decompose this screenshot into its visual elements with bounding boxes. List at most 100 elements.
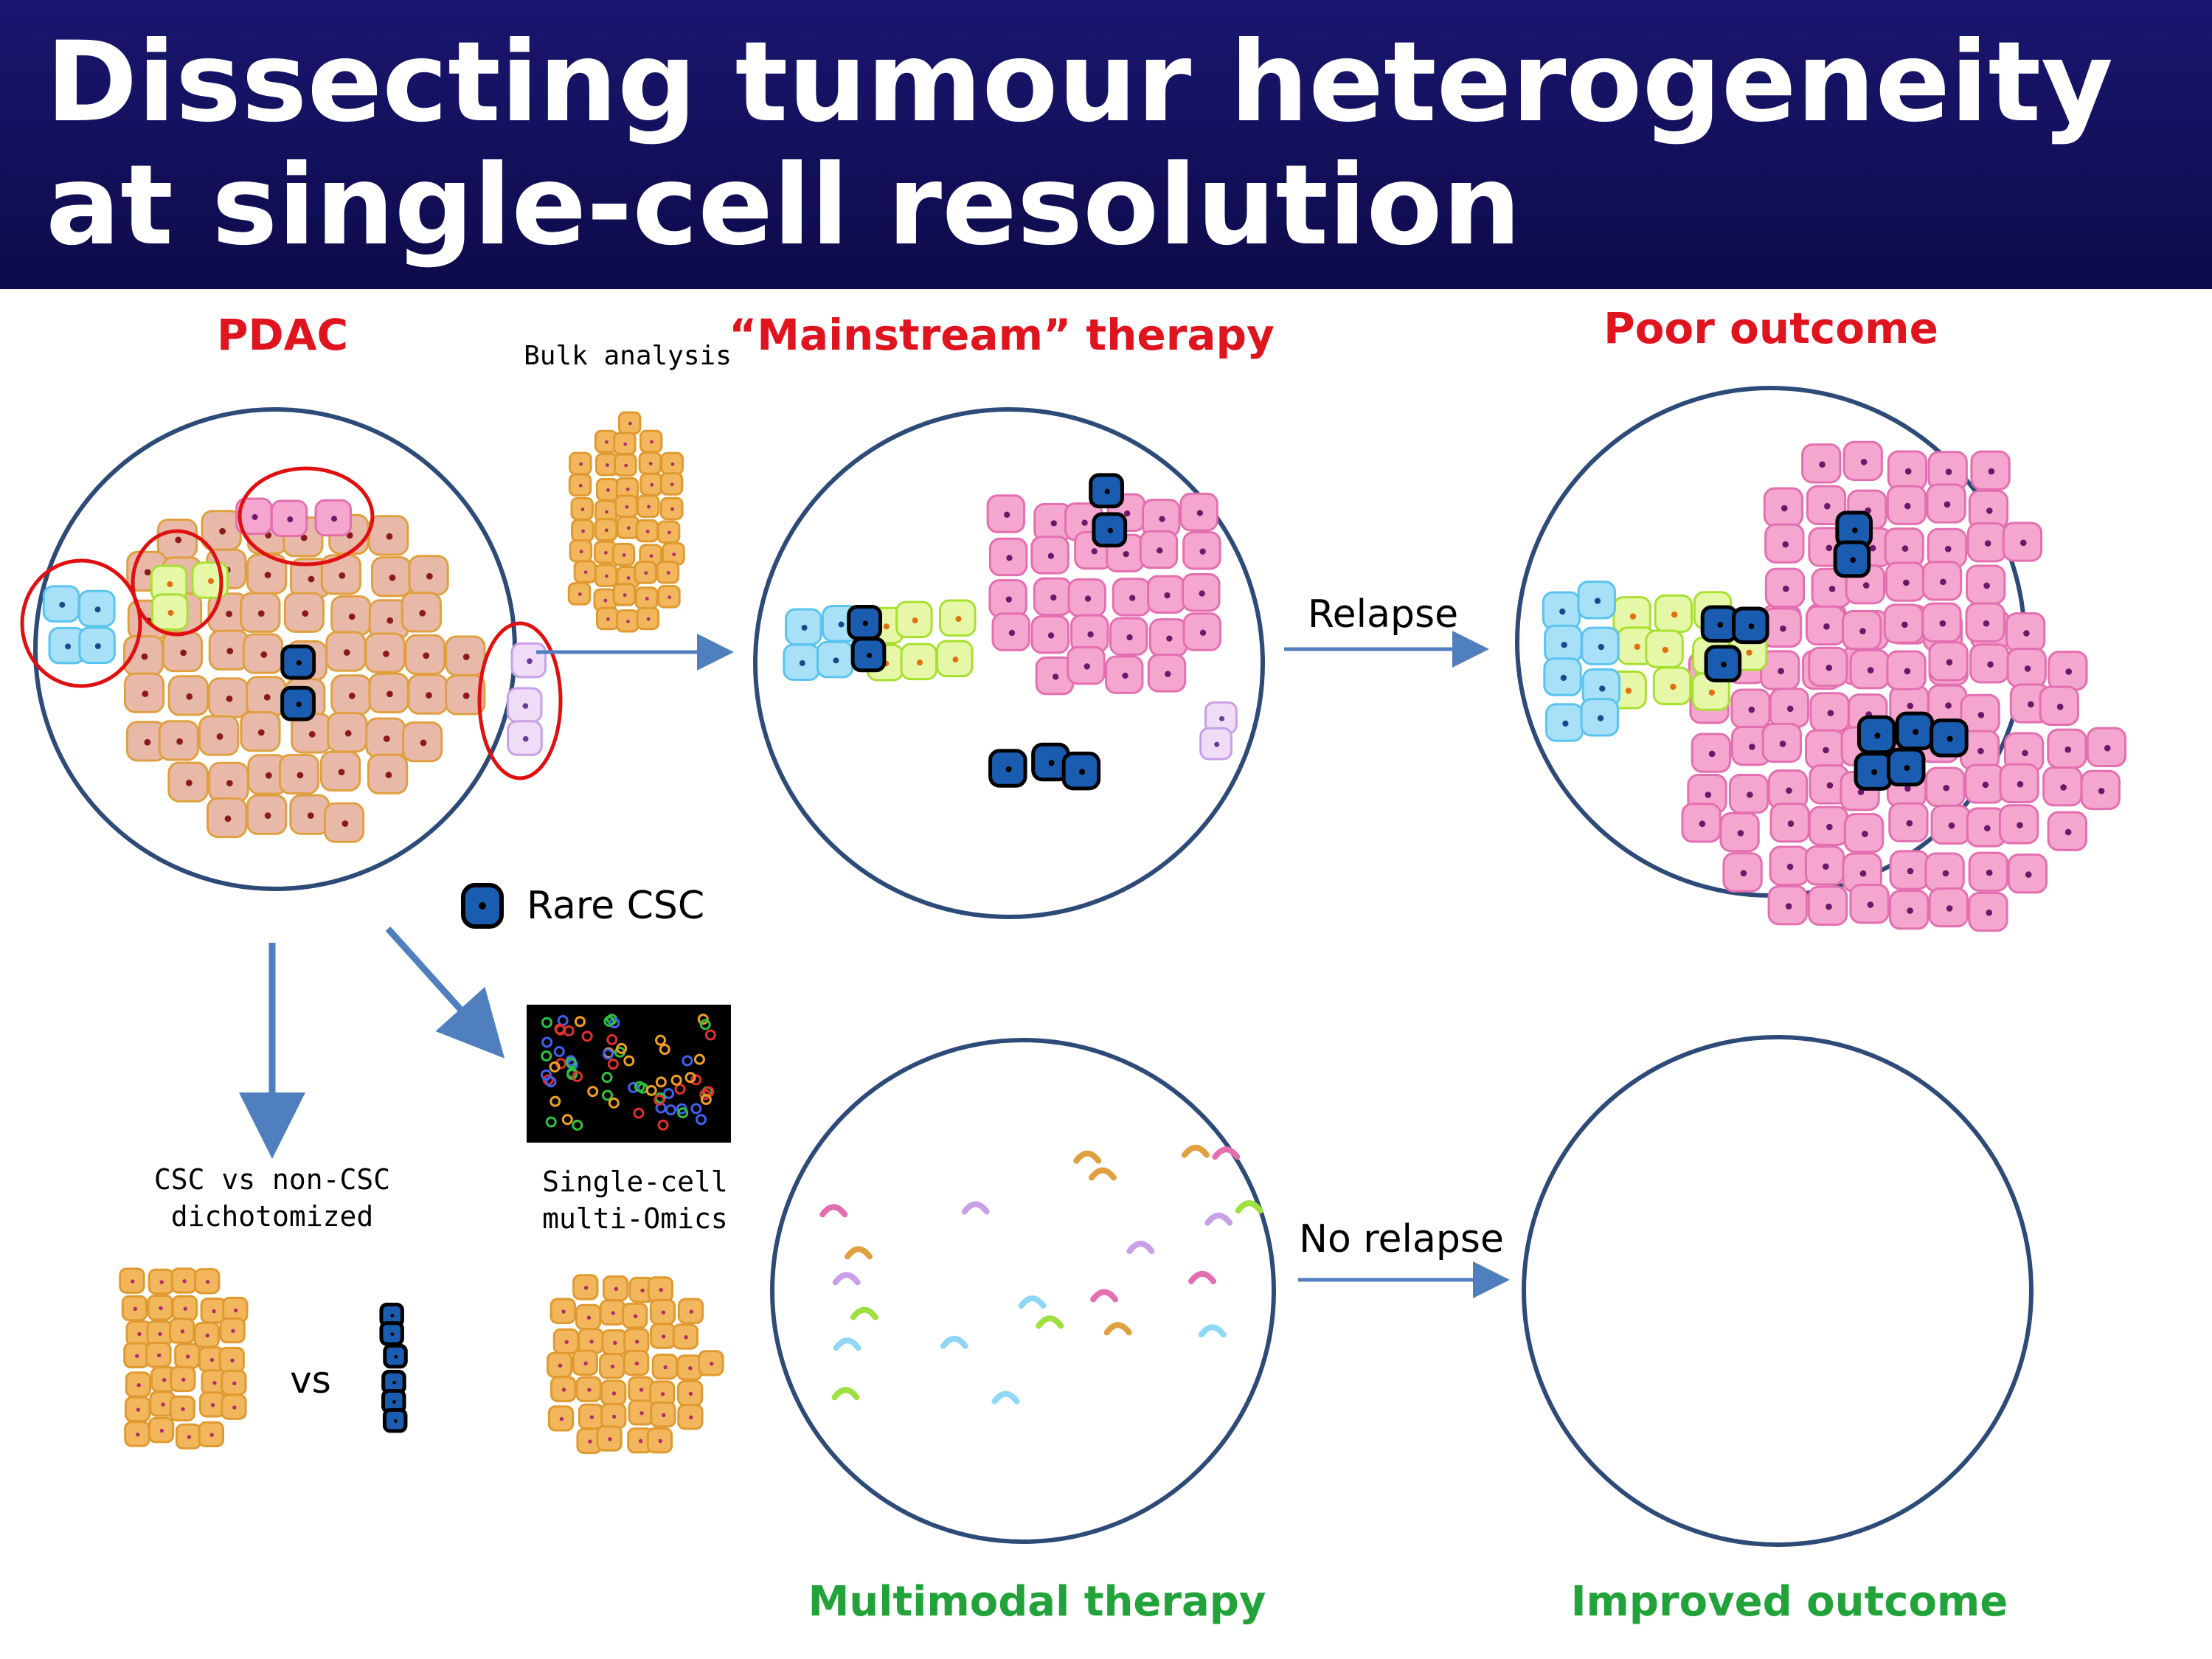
- cell-nucleus: [522, 735, 529, 742]
- cell-nucleus: [1717, 622, 1724, 628]
- cell-nucleus: [670, 507, 674, 511]
- cell-nucleus: [2098, 787, 2105, 794]
- cell-nucleus: [2024, 665, 2031, 672]
- fluorescent-cell: [659, 1044, 670, 1056]
- cell-debris: [991, 1390, 1020, 1405]
- cell-nucleus: [257, 729, 265, 736]
- cell-nucleus: [1907, 702, 1914, 710]
- fluorescent-cell: [545, 1116, 557, 1128]
- cell-debris: [1188, 1270, 1217, 1284]
- fluorescent-cell: [657, 1119, 669, 1131]
- cell-nucleus: [182, 1279, 187, 1284]
- label: Relapse: [1308, 592, 1458, 637]
- title-line: at single-cell resolution: [46, 142, 1521, 270]
- cell-nucleus: [658, 1438, 662, 1444]
- cell-nucleus: [1977, 711, 1985, 718]
- cell-nucleus: [1826, 903, 1832, 910]
- cell-nucleus: [1079, 769, 1086, 775]
- cell-nucleus: [1214, 741, 1220, 747]
- cell-nucleus: [662, 1413, 666, 1418]
- cell-nucleus: [1904, 502, 1911, 510]
- fluorescent-cell: [574, 1016, 586, 1028]
- fluorescent-cell: [655, 1076, 667, 1088]
- cell-nucleus: [1859, 870, 1867, 877]
- cell-nucleus: [1705, 792, 1712, 798]
- tumour-circle: [753, 407, 1265, 919]
- cell-nucleus: [1942, 870, 1949, 877]
- cell-nucleus: [604, 550, 608, 555]
- cell-nucleus: [917, 659, 923, 666]
- cell-nucleus: [1749, 744, 1755, 750]
- fluorescent-cell: [690, 1074, 702, 1086]
- cell-nucleus: [1940, 578, 1946, 586]
- cell-nucleus: [1699, 820, 1706, 828]
- fluorescent-cell: [633, 1107, 645, 1119]
- cell-nucleus: [1746, 649, 1752, 656]
- cell-nucleus: [1721, 662, 1727, 668]
- cell-debris: [1235, 1200, 1263, 1214]
- cell-nucleus: [611, 1414, 617, 1419]
- cell-nucleus: [610, 1364, 615, 1369]
- fluorescent-cell: [561, 1114, 573, 1126]
- cell-nucleus: [426, 692, 432, 699]
- cell-debris: [1018, 1295, 1047, 1309]
- cell-nucleus: [1984, 540, 1991, 547]
- fluorescent-cell: [602, 1048, 614, 1060]
- cell-nucleus: [647, 505, 651, 509]
- cell-nucleus: [1780, 625, 1786, 632]
- tumour-circle: [1522, 1035, 2034, 1547]
- cell-nucleus: [136, 1407, 141, 1412]
- cell-nucleus: [1852, 527, 1858, 533]
- cell-nucleus: [394, 1419, 398, 1423]
- cell-nucleus: [1047, 553, 1055, 559]
- fluorescent-cell: [663, 1087, 675, 1099]
- cell-nucleus: [667, 530, 671, 535]
- cell-nucleus: [1560, 674, 1567, 682]
- cell-nucleus: [263, 693, 271, 701]
- cell-nucleus: [230, 1358, 235, 1363]
- cell-nucleus: [308, 575, 315, 583]
- cell-nucleus: [2065, 668, 2073, 675]
- cell-nucleus: [175, 536, 182, 544]
- cell-nucleus: [142, 690, 149, 697]
- cell-nucleus: [1091, 548, 1098, 555]
- cell-nucleus: [1986, 910, 1993, 916]
- cell-nucleus: [626, 620, 630, 623]
- cell-debris: [1126, 1241, 1155, 1255]
- cell-nucleus: [348, 613, 356, 620]
- cell-nucleus: [1860, 458, 1868, 465]
- cell-nucleus: [134, 1354, 139, 1358]
- cell-nucleus: [207, 578, 214, 584]
- cell-nucleus: [579, 550, 583, 554]
- cell-nucleus: [1944, 545, 1952, 553]
- cell-nucleus: [185, 780, 193, 786]
- cell-nucleus: [226, 610, 232, 617]
- cell-nucleus: [158, 1331, 162, 1337]
- cell-nucleus: [649, 554, 653, 558]
- fluorescent-cell: [601, 1072, 613, 1084]
- cell-nucleus: [605, 510, 609, 514]
- cell-nucleus: [344, 730, 352, 737]
- fluorescent-cell: [541, 1016, 552, 1028]
- cell-nucleus: [167, 609, 174, 616]
- fluorescent-cell: [670, 1074, 682, 1086]
- cell-nucleus: [670, 482, 674, 487]
- cell-nucleus: [2104, 744, 2111, 752]
- cell-nucleus: [613, 1340, 617, 1345]
- fluorescent-cell: [700, 1094, 712, 1106]
- cell-nucleus: [633, 1314, 638, 1319]
- cell-nucleus: [161, 1402, 165, 1407]
- cell-nucleus: [579, 462, 583, 466]
- cell-nucleus: [1859, 628, 1866, 634]
- cell-nucleus: [1823, 863, 1829, 870]
- label: Poor outcome: [1603, 303, 1938, 353]
- fluorescent-cell: [541, 1036, 553, 1048]
- fluorescent-cell: [628, 1081, 639, 1093]
- cell-nucleus: [1006, 555, 1013, 561]
- cell-nucleus: [1904, 468, 1912, 475]
- cell-nucleus: [559, 1416, 564, 1421]
- cell-nucleus: [1983, 620, 1990, 627]
- cell-nucleus: [186, 693, 193, 700]
- cell-nucleus: [1219, 716, 1225, 721]
